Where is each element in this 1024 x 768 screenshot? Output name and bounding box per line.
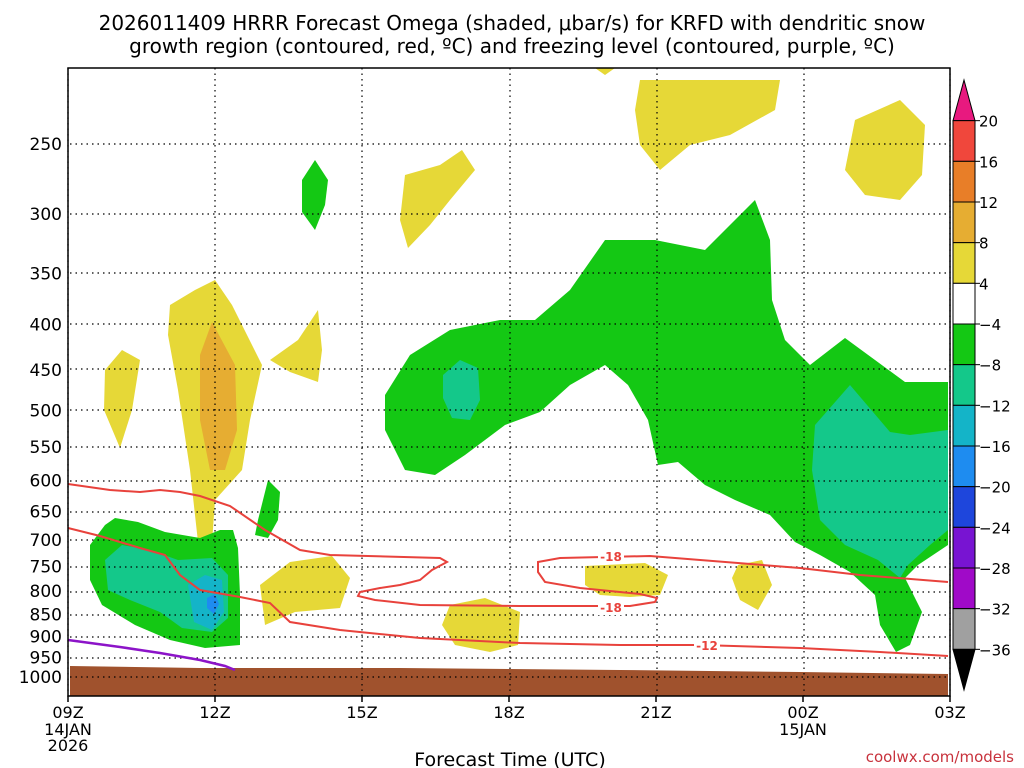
freezing-level-contour bbox=[67, 638, 236, 672]
colorbar-label: 4 bbox=[979, 275, 989, 293]
colorbar-bin bbox=[952, 323, 976, 366]
colorbar-label: 8 bbox=[979, 235, 989, 253]
colorbar-label: −24 bbox=[979, 519, 1011, 537]
pressure-gridlines bbox=[70, 143, 948, 678]
y-tick-label: 700 bbox=[30, 531, 62, 551]
y-tick-label: 1000 bbox=[19, 668, 62, 688]
colorbar-bin bbox=[952, 526, 976, 569]
y-tick-label: 650 bbox=[30, 502, 62, 522]
colorbar-bin bbox=[952, 648, 976, 692]
chart-title-line-2: growth region (contoured, red, ºC) and f… bbox=[129, 34, 895, 58]
x-tick-label: 09Z bbox=[52, 703, 83, 722]
colorbar: 20 16 12 8 4 −4 −8 −12 −16 −20 −24 −28 −32 −36 bbox=[952, 78, 1011, 692]
omega-area-yellow bbox=[104, 350, 140, 448]
y-axis: 2503003504004505005506006507007508008509… bbox=[19, 135, 62, 688]
x-tick-label: 03Z bbox=[934, 703, 965, 722]
colorbar-label: −36 bbox=[979, 641, 1011, 659]
omega-area-yellow bbox=[270, 310, 322, 382]
colorbar-bin bbox=[952, 201, 976, 244]
y-tick-label: 400 bbox=[30, 316, 62, 336]
x-tick-sublabel: 2026 bbox=[48, 736, 89, 755]
contour-label: -18 bbox=[600, 601, 622, 615]
omega-area-yellow bbox=[595, 68, 615, 75]
omega-area-yellow bbox=[845, 100, 925, 200]
y-tick-label: 550 bbox=[30, 438, 62, 458]
colorbar-label: −32 bbox=[979, 601, 1011, 619]
contour-label-box bbox=[598, 549, 624, 563]
omega-area-green bbox=[255, 480, 280, 538]
x-tick-label: 15Z bbox=[346, 703, 377, 722]
contour-label: -18 bbox=[600, 550, 622, 564]
colorbar-bin bbox=[952, 160, 976, 203]
contour-minus12-upper bbox=[67, 483, 949, 607]
colorbar-bin bbox=[952, 567, 976, 610]
colorbar-bin bbox=[952, 78, 976, 122]
colorbar-label: −20 bbox=[979, 479, 1011, 497]
omega-area-blue bbox=[207, 594, 219, 614]
colorbar-label: −28 bbox=[979, 560, 1011, 578]
y-tick-label: 800 bbox=[30, 582, 62, 602]
colorbar-label: 16 bbox=[979, 153, 998, 171]
colorbar-label: −4 bbox=[979, 316, 1001, 334]
credit-text: coolwx.com/models bbox=[866, 748, 1014, 766]
y-tick-label: 450 bbox=[30, 361, 62, 381]
dgz-contours bbox=[67, 483, 949, 657]
colorbar-bin bbox=[952, 445, 976, 488]
colorbar-bin bbox=[952, 282, 976, 325]
colorbar-bin bbox=[952, 608, 976, 650]
y-tick-label: 900 bbox=[30, 627, 62, 647]
colorbar-bin bbox=[952, 404, 976, 447]
y-tick-label: 950 bbox=[30, 648, 62, 668]
x-tick-sublabel: 15JAN bbox=[779, 720, 827, 739]
contour-minus12-lower bbox=[67, 527, 949, 657]
contour-label-group: -18 -18 -12 bbox=[598, 549, 720, 653]
colorbar-label: 12 bbox=[979, 194, 998, 212]
omega-area-yellow bbox=[260, 556, 350, 625]
omega-area-teal bbox=[443, 360, 480, 420]
x-tick-sublabel: 14JAN bbox=[44, 720, 92, 739]
omega-area-green bbox=[385, 200, 948, 652]
y-tick-label: 750 bbox=[30, 557, 62, 577]
x-tick-label: 21Z bbox=[640, 703, 671, 722]
y-tick-label: 850 bbox=[30, 606, 62, 626]
omega-area-orange bbox=[200, 322, 237, 470]
colorbar-label: −8 bbox=[979, 357, 1001, 375]
omega-area-yellow bbox=[732, 560, 772, 610]
colorbar-bin bbox=[952, 242, 976, 284]
colorbar-label: −12 bbox=[979, 397, 1011, 415]
omega-area-yellow bbox=[442, 598, 520, 652]
x-tick-label: 18Z bbox=[493, 703, 524, 722]
colorbar-bin bbox=[952, 486, 976, 528]
omega-area-yellow bbox=[400, 150, 475, 248]
colorbar-label: 20 bbox=[979, 113, 998, 131]
y-tick-label: 250 bbox=[30, 135, 62, 155]
y-tick-label: 500 bbox=[30, 402, 62, 422]
x-tick-label: 00Z bbox=[787, 703, 818, 722]
colorbar-bin bbox=[952, 364, 976, 406]
omega-area-yellow bbox=[635, 80, 780, 170]
y-tick-label: 600 bbox=[30, 472, 62, 492]
x-tick-label: 12Z bbox=[199, 703, 230, 722]
contour-label-box bbox=[694, 638, 720, 652]
omega-area-green bbox=[302, 160, 328, 230]
y-tick-label: 300 bbox=[30, 205, 62, 225]
omega-area-yellow bbox=[585, 563, 668, 597]
x-axis-label: Forecast Time (UTC) bbox=[414, 749, 605, 768]
colorbar-bin bbox=[952, 120, 976, 162]
contour-label: -12 bbox=[696, 639, 718, 653]
y-tick-label: 350 bbox=[30, 264, 62, 284]
contour-label-box bbox=[598, 601, 624, 615]
omega-shading bbox=[70, 68, 948, 696]
ground-below-surface bbox=[70, 666, 948, 696]
colorbar-label: −16 bbox=[979, 438, 1011, 456]
chart-title-line-1: 2026011409 HRRR Forecast Omega (shaded, … bbox=[99, 11, 926, 35]
